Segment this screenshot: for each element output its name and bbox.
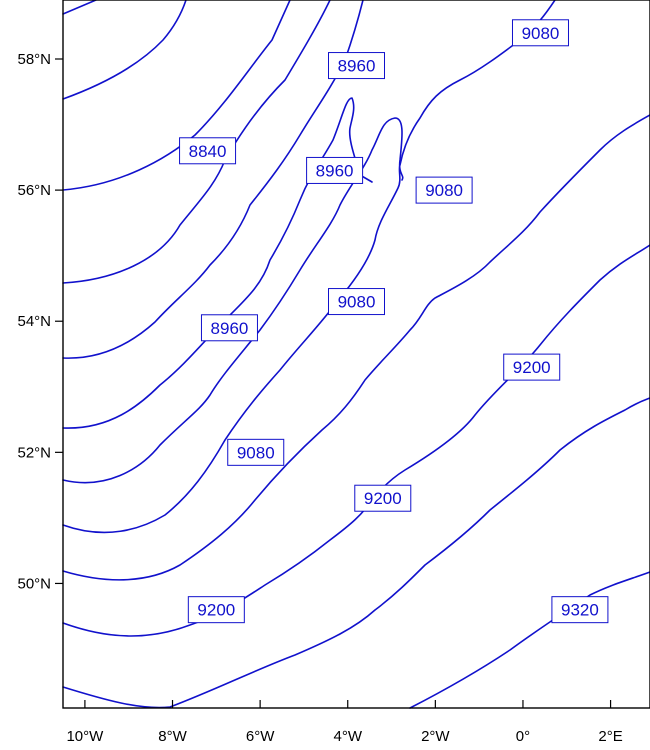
y-axis: 58°N 56°N 54°N 52°N 50°N [17, 51, 63, 592]
contour-label: 9320 [551, 596, 609, 624]
contour-label-box [511, 19, 569, 47]
contour-label: 8960 [200, 314, 258, 342]
contour-label-box [354, 484, 412, 512]
contour-line [62, 97, 373, 429]
contour-line [62, 0, 291, 191]
x-tick-label: 10°W [66, 728, 104, 745]
contour-line [62, 114, 650, 581]
x-tick-label: 0° [516, 728, 530, 745]
contour-label-box [200, 314, 258, 342]
contour-label: 8840 [179, 137, 237, 165]
contour-label-box [328, 288, 385, 316]
contour-label-text: 8960 [211, 319, 249, 338]
contour-line [62, 0, 187, 100]
contour-label: 8960 [328, 52, 385, 80]
contour-label: 9200 [354, 484, 412, 512]
contour-label-text: 9080 [522, 24, 560, 43]
contour-label-box [306, 156, 364, 184]
y-tick-label: 54°N [17, 313, 51, 330]
contour-line [62, 0, 97, 15]
contour-label-text: 8960 [338, 57, 376, 76]
contour-label: 9080 [227, 438, 285, 466]
contour-label-text: 9200 [364, 489, 402, 508]
contour-label: 8960 [306, 156, 364, 184]
contour-label: 9080 [415, 176, 473, 204]
contour-label-box [415, 176, 473, 204]
contour-labels: 8840 8960 8960 8960 9080 9080 9080 9080 9200 9200… [179, 19, 609, 624]
contour-line [409, 571, 650, 709]
contour-label-text: 9080 [425, 181, 463, 200]
contour-label: 9200 [187, 596, 245, 624]
contour-label-text: 9320 [561, 601, 599, 620]
contour-label: 9080 [511, 19, 569, 47]
x-tick-label: 8°W [158, 728, 187, 745]
contour-label-box [503, 353, 561, 381]
contour-label: 9200 [503, 353, 561, 381]
contour-label-text: 9080 [338, 293, 376, 312]
contour-label-text: 9200 [197, 601, 235, 620]
contour-label-text: 8960 [316, 161, 354, 180]
x-tick-label: 2°W [421, 728, 450, 745]
contour-label-text: 9080 [237, 443, 275, 462]
x-tick-label: 2°E [598, 728, 622, 745]
x-tick-label: 6°W [246, 728, 275, 745]
contour-label-text: 8840 [189, 142, 227, 161]
contour-line [62, 0, 556, 534]
contour-label-box [179, 137, 237, 165]
contour-lines [62, 0, 650, 709]
map-frame [62, 0, 650, 709]
y-tick-label: 56°N [17, 182, 51, 199]
y-tick-label: 50°N [17, 575, 51, 592]
contour-label-box [187, 596, 245, 624]
contour-label-text: 9200 [513, 358, 551, 377]
contour-label: 9080 [328, 288, 385, 316]
contour-label-box [328, 52, 385, 80]
y-tick-label: 58°N [17, 51, 51, 68]
contour-label-box [551, 596, 609, 624]
contour-line [62, 117, 404, 484]
x-tick-label: 4°W [333, 728, 362, 745]
contour-label-box [227, 438, 285, 466]
y-tick-label: 52°N [17, 444, 51, 461]
contour-line [62, 397, 650, 709]
x-axis: 10°W 8°W 6°W 4°W 2°W 0° 2°E [66, 700, 623, 745]
